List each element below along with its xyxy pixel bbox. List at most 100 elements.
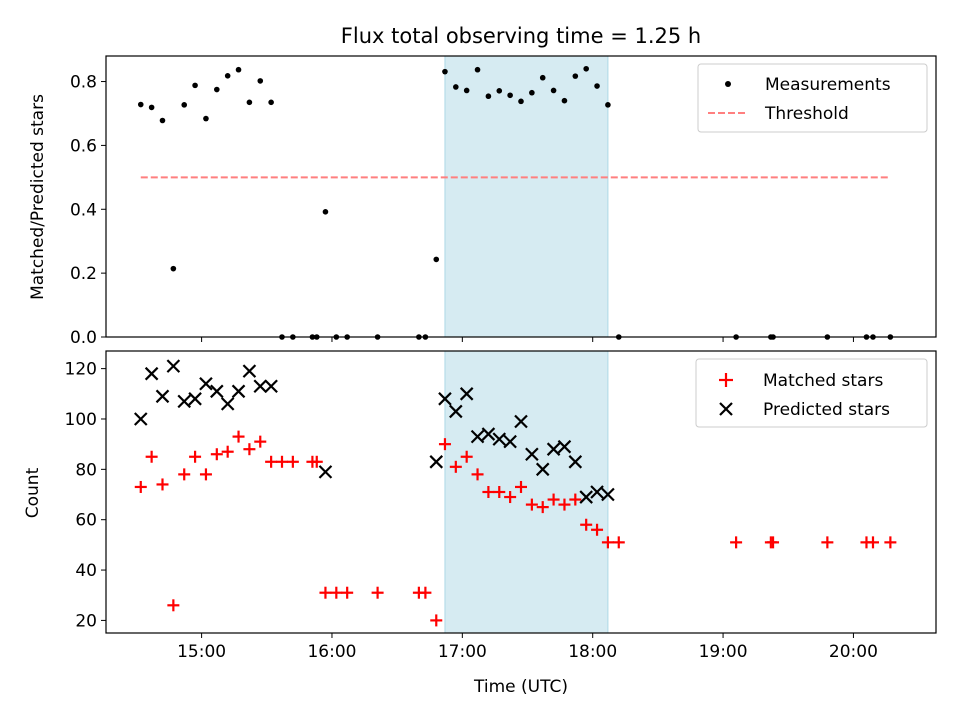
measurements-point xyxy=(518,98,524,105)
measurements-point xyxy=(507,92,513,99)
measurements-point xyxy=(583,65,589,72)
measurements-point xyxy=(322,209,329,215)
predicted-stars-point xyxy=(188,392,202,406)
matched-stars-point xyxy=(145,450,158,463)
bottom-x-ticks: 15:00 16:00 17:00 18:00 19:00 20:00 xyxy=(177,633,878,662)
matched-stars-point xyxy=(536,501,549,514)
predicted-stars-point xyxy=(166,359,181,373)
predicted-stars-point xyxy=(449,404,463,419)
top-y-axis-label: Matched/Predicted stars xyxy=(28,94,48,300)
predicted-stars-point xyxy=(438,392,452,406)
matched-stars-point xyxy=(730,536,743,549)
measurements-point xyxy=(550,87,557,94)
x-tick-label: 20:00 xyxy=(829,642,878,662)
matched-stars-point xyxy=(580,518,593,531)
matched-stars-point xyxy=(254,435,267,448)
predicted-stars-point xyxy=(535,462,550,477)
measurements-point xyxy=(246,99,253,106)
measurements-point xyxy=(235,66,242,73)
predicted-stars-point xyxy=(568,455,583,469)
bottom-axes-frame xyxy=(105,350,937,634)
matched-stars-point xyxy=(319,586,332,599)
chart-title: Flux total observing time = 1.25 h xyxy=(341,24,701,48)
matched-stars-point xyxy=(178,468,191,481)
top-shaded-span-layer xyxy=(444,55,609,338)
predicted-stars-point xyxy=(590,485,604,499)
x-tick-label: 18:00 xyxy=(568,642,617,662)
y-tick-label: 0.0 xyxy=(70,328,97,348)
top-x-ticks xyxy=(201,337,854,342)
x-axis-label: Time (UTC) xyxy=(473,677,568,697)
predicted-stars-point xyxy=(318,465,333,479)
legend-predicted-marker xyxy=(719,402,733,416)
matched-stars-point xyxy=(221,445,234,458)
legend-matched-marker xyxy=(719,373,733,387)
bottom-y-axis-label: Count xyxy=(23,467,43,518)
matched-stars-point xyxy=(525,498,538,511)
measurements-point xyxy=(137,101,144,108)
x-tick-label: 16:00 xyxy=(307,642,356,662)
bottom-panel: 20 40 60 80 100 120 15:00 16:00 17:00 18:00 19:00… xyxy=(23,350,937,697)
x-tick-label: 19:00 xyxy=(699,642,748,662)
bottom-y-ticks: 20 40 60 80 100 120 xyxy=(65,360,106,631)
y-tick-label: 40 xyxy=(75,561,97,581)
matched-stars-point xyxy=(341,586,354,599)
measurements-point xyxy=(268,99,274,106)
matched-stars-point xyxy=(275,455,288,468)
y-tick-label: 0.8 xyxy=(70,73,97,93)
measurements-point xyxy=(485,93,492,100)
matched-stars-point xyxy=(515,480,527,493)
matched-stars-point xyxy=(232,430,245,443)
matched-stars-point xyxy=(767,536,780,549)
predicted-stars-point xyxy=(459,387,474,401)
measurements-point xyxy=(159,117,166,124)
predicted-stars-point xyxy=(264,379,278,394)
measurements-point xyxy=(257,78,264,84)
matched-stars-point xyxy=(134,480,147,493)
matched-stars-point xyxy=(612,536,625,549)
matched-stars-point xyxy=(569,493,582,506)
predicted-stars-point xyxy=(177,394,191,409)
shaded-observing-span xyxy=(444,350,609,634)
measurements-point xyxy=(170,265,177,272)
measurements-point xyxy=(529,89,535,96)
x-tick-label: 17:00 xyxy=(438,642,487,662)
predicted-stars-point xyxy=(514,414,528,429)
measurements-point xyxy=(224,72,231,79)
measurements-point xyxy=(561,97,568,104)
predicted-stars-point xyxy=(253,379,268,394)
predicted-stars-point xyxy=(481,427,496,441)
matched-stars-point xyxy=(430,614,443,627)
matched-stars-point xyxy=(471,468,484,481)
matched-stars-point xyxy=(310,455,323,468)
matched-stars-point xyxy=(821,536,834,549)
matched-stars-point xyxy=(884,536,897,549)
predicted-stars-point xyxy=(429,455,444,469)
shaded-observing-span xyxy=(444,55,609,338)
predicted-stars-point xyxy=(546,442,561,456)
predicted-stars-point xyxy=(601,487,615,502)
measurements-point xyxy=(148,104,155,111)
measurements-point xyxy=(572,73,579,79)
y-tick-label: 120 xyxy=(65,360,97,380)
predicted-stars-point xyxy=(503,434,517,449)
y-tick-label: 0.2 xyxy=(70,264,97,284)
measurements-point xyxy=(181,102,188,108)
predicted-stars-point xyxy=(199,376,213,391)
predicted-stars-point xyxy=(220,397,235,411)
matched-stars-point xyxy=(601,536,614,549)
matched-stars-point xyxy=(866,536,879,549)
y-tick-label: 0.4 xyxy=(70,200,97,220)
matched-stars-point xyxy=(189,450,202,463)
measurements-point xyxy=(496,88,503,94)
matched-stars-point xyxy=(286,455,299,468)
bottom-shaded-span-layer xyxy=(444,350,609,634)
measurements-point xyxy=(605,102,611,108)
matched-stars-point xyxy=(504,491,517,504)
predicted-stars-point xyxy=(231,384,246,399)
matched-stars-point xyxy=(547,493,560,506)
matched-stars-point xyxy=(243,443,256,456)
measurements-point xyxy=(192,82,198,89)
measurements-point xyxy=(463,87,470,94)
